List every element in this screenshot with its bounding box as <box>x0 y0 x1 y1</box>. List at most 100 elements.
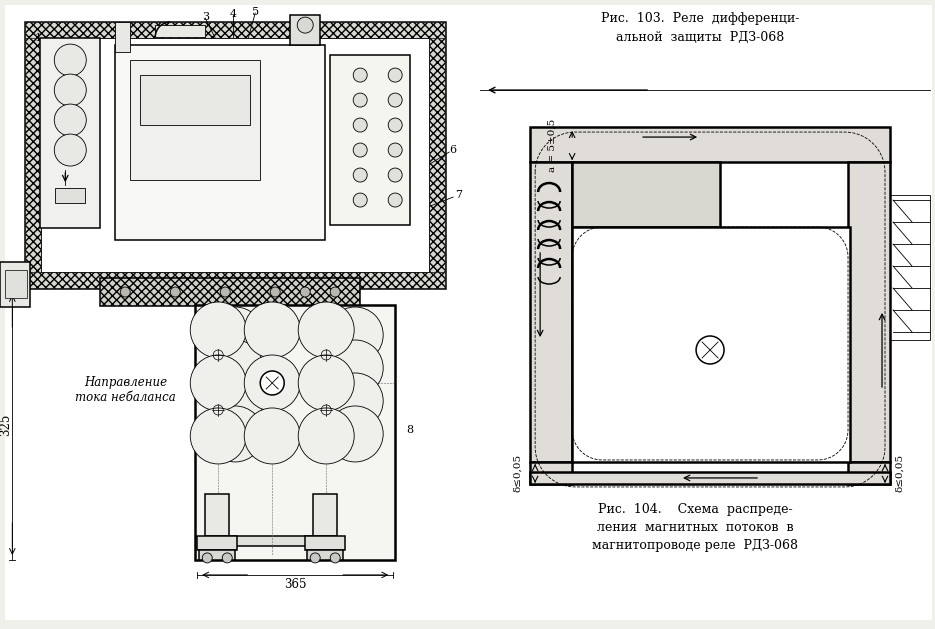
Bar <box>6 5 465 620</box>
Circle shape <box>298 408 354 464</box>
Circle shape <box>298 355 354 411</box>
Circle shape <box>244 302 300 358</box>
Bar <box>530 472 890 484</box>
Bar <box>330 55 410 225</box>
Circle shape <box>310 553 320 563</box>
Bar <box>25 272 445 288</box>
Bar <box>199 550 236 560</box>
Text: a = 5±0,5: a = 5±0,5 <box>548 118 556 172</box>
Text: 4: 4 <box>230 9 237 19</box>
Circle shape <box>327 373 383 429</box>
Circle shape <box>353 143 367 157</box>
Circle shape <box>208 373 264 429</box>
Bar <box>848 162 890 462</box>
Text: альной  защиты  РДЗ-068: альной защиты РДЗ-068 <box>616 31 784 43</box>
Circle shape <box>388 118 402 132</box>
Circle shape <box>353 168 367 182</box>
Circle shape <box>327 406 383 462</box>
Text: Рис.  104.    Схема  распреде-: Рис. 104. Схема распреде- <box>597 503 792 516</box>
Text: Направление
тока небаланса: Направление тока небаланса <box>75 376 176 404</box>
Text: ления  магнитных  потоков  в: ления магнитных потоков в <box>597 521 794 535</box>
Circle shape <box>353 118 367 132</box>
Circle shape <box>297 17 313 33</box>
Text: 325: 325 <box>0 414 12 436</box>
Text: Направление то-
ка небаланса: Направление то- ка небаланса <box>653 266 768 294</box>
Circle shape <box>221 287 230 297</box>
Bar <box>130 60 260 180</box>
Circle shape <box>208 307 264 363</box>
Circle shape <box>330 287 340 297</box>
Circle shape <box>353 68 367 82</box>
Bar <box>40 38 100 228</box>
Circle shape <box>300 287 310 297</box>
Circle shape <box>202 553 212 563</box>
Circle shape <box>208 340 264 396</box>
Text: 7: 7 <box>454 190 462 200</box>
Circle shape <box>327 307 383 363</box>
Circle shape <box>353 93 367 107</box>
Circle shape <box>388 143 402 157</box>
Circle shape <box>327 340 383 396</box>
Bar <box>848 462 890 484</box>
Circle shape <box>260 371 284 395</box>
Bar <box>530 127 890 162</box>
Text: 1: 1 <box>35 33 42 43</box>
Bar <box>55 188 85 203</box>
Bar <box>530 162 572 462</box>
Circle shape <box>244 408 300 464</box>
Circle shape <box>190 355 246 411</box>
Text: 365: 365 <box>284 579 307 591</box>
Circle shape <box>270 287 280 297</box>
Circle shape <box>244 355 300 411</box>
Text: Рис.  103.  Реле  дифференци-: Рис. 103. Реле дифференци- <box>601 11 799 25</box>
Text: 8: 8 <box>407 425 414 435</box>
Circle shape <box>388 93 402 107</box>
Bar <box>140 75 251 125</box>
Circle shape <box>298 302 354 358</box>
Text: δ≤0,05: δ≤0,05 <box>896 454 904 492</box>
Circle shape <box>190 302 246 358</box>
Circle shape <box>208 406 264 462</box>
Circle shape <box>54 134 86 166</box>
Circle shape <box>170 287 180 297</box>
Bar <box>572 227 850 462</box>
Circle shape <box>223 553 232 563</box>
Circle shape <box>121 287 130 297</box>
Bar <box>429 38 445 272</box>
Bar <box>217 536 325 546</box>
Circle shape <box>696 336 724 364</box>
Circle shape <box>54 44 86 76</box>
Bar <box>115 45 325 240</box>
Text: δ≤0,05: δ≤0,05 <box>513 454 523 492</box>
Bar <box>305 536 345 550</box>
Text: 2: 2 <box>90 50 97 60</box>
Bar <box>890 195 930 340</box>
Text: b: b <box>822 227 828 237</box>
Text: 5: 5 <box>252 7 259 17</box>
Circle shape <box>388 168 402 182</box>
Circle shape <box>330 553 340 563</box>
Bar <box>195 305 396 560</box>
Bar <box>290 15 320 45</box>
Bar <box>0 262 30 307</box>
Circle shape <box>190 408 246 464</box>
Bar <box>197 536 237 550</box>
Text: A: A <box>586 227 594 237</box>
Bar <box>465 5 932 620</box>
Text: магнитопроводе реле  РДЗ-068: магнитопроводе реле РДЗ-068 <box>592 540 798 552</box>
Circle shape <box>388 68 402 82</box>
Circle shape <box>353 193 367 207</box>
Circle shape <box>388 193 402 207</box>
Text: 6: 6 <box>450 145 456 155</box>
Circle shape <box>54 104 86 136</box>
Bar <box>572 162 720 227</box>
Bar <box>308 550 343 560</box>
Bar <box>313 494 338 536</box>
Bar <box>100 278 360 306</box>
Bar <box>206 494 229 536</box>
Bar <box>6 270 27 298</box>
Bar <box>155 25 206 37</box>
Bar <box>530 462 572 484</box>
Text: 3: 3 <box>202 12 209 22</box>
Bar <box>25 22 445 288</box>
